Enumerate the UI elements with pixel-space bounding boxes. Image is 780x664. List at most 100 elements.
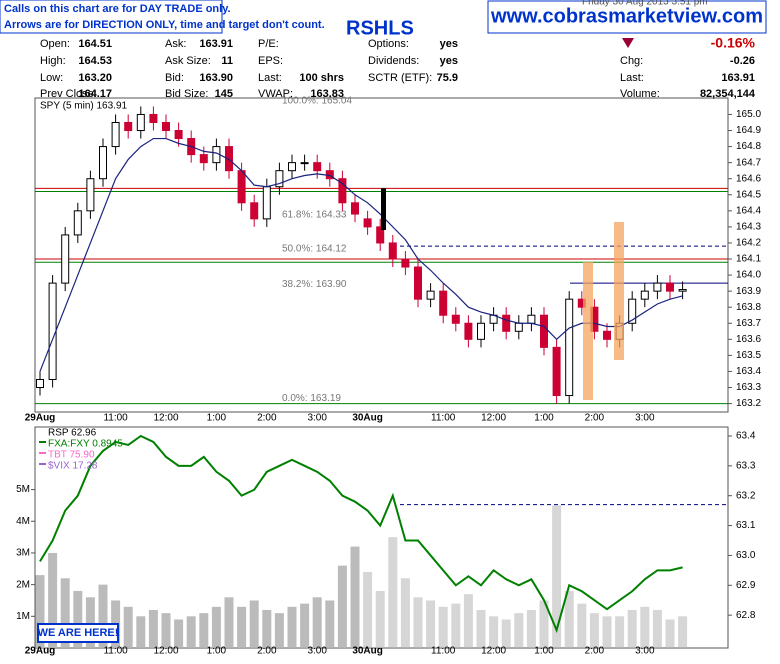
fib-label: 50.0%: 164.12: [282, 243, 347, 254]
stat-value: 82,354,144: [700, 88, 756, 100]
candle-body: [603, 330, 611, 340]
candle-body: [86, 178, 95, 212]
y-tick-label: 164.3: [736, 222, 761, 233]
candle-body: [237, 170, 246, 204]
volume-bar: [237, 606, 247, 648]
volume-bar: [552, 505, 562, 648]
x-tick-label: 1:00: [207, 413, 227, 424]
volume-bar: [375, 590, 385, 648]
candle-body: [111, 121, 120, 148]
x-tick-label: 11:00: [431, 646, 456, 657]
candle-body: [124, 121, 133, 132]
volume-bar: [98, 584, 108, 648]
volume-bar: [363, 571, 373, 648]
candle-body: [502, 314, 511, 332]
volume-bar: [224, 597, 234, 648]
candle-body: [363, 218, 372, 228]
volume-bar: [211, 606, 221, 648]
candle-body: [678, 289, 687, 292]
x-tick-label: 29Aug: [25, 646, 56, 657]
legend-entry: RSP 62.96: [48, 428, 97, 439]
x-tick-label: 11:00: [103, 413, 128, 424]
legend-swatch: [39, 452, 46, 454]
legend-swatch: [39, 441, 46, 443]
volume-bar: [148, 609, 158, 648]
candle-body: [99, 146, 107, 180]
y-tick-label: 164.9: [736, 125, 761, 136]
volume-bar: [451, 603, 461, 648]
y-tick-label: 164.1: [736, 254, 761, 265]
volume-bar: [400, 578, 410, 648]
volume-bar: [249, 600, 259, 648]
volume-bar: [388, 537, 398, 648]
moving-average: [39, 137, 683, 372]
x-tick-label: 3:00: [307, 413, 327, 424]
volume-bar: [85, 597, 95, 648]
candle-body: [628, 298, 637, 324]
candle-body: [61, 234, 70, 284]
stat-value: -0.16%: [711, 35, 756, 51]
stat-value: 75.9: [437, 72, 458, 84]
stat-label: Bid Size:: [165, 88, 208, 100]
x-tick-label: 2:00: [257, 413, 277, 424]
stat-value: 11: [221, 55, 233, 67]
volume-bar: [60, 578, 70, 648]
x-tick-label: 1:00: [207, 646, 227, 657]
candle-body: [36, 378, 44, 389]
legend-swatch: [39, 463, 46, 465]
volume-bar: [312, 597, 322, 648]
stat-label: Ask Size:: [165, 55, 211, 67]
volume-bar: [665, 619, 675, 648]
stat-label: VWAP:: [258, 88, 293, 100]
volume-bar: [287, 606, 297, 648]
stat-value: yes: [440, 38, 458, 50]
candle-body: [540, 314, 548, 348]
y-tick-label: 163.7: [736, 318, 761, 329]
stat-value: 164.17: [78, 88, 112, 100]
x-tick-label: 12:00: [153, 646, 178, 657]
stat-label: Prev Close:: [40, 88, 97, 100]
volume-bar: [73, 590, 83, 648]
candle-body: [666, 282, 674, 292]
y2-tick-label: 62.9: [736, 580, 756, 591]
down-arrow: [622, 38, 634, 48]
candle-body: [313, 162, 322, 172]
volume-bar: [426, 600, 436, 648]
candle-body: [288, 162, 296, 172]
candle-body: [477, 322, 485, 340]
x-tick-label: 11:00: [103, 646, 128, 657]
y-tick-label: 2M: [16, 579, 30, 590]
volume-bar: [174, 619, 184, 648]
y-tick-label: 3M: [16, 548, 30, 559]
notice: Arrows are for DIRECTION ONLY, time and …: [4, 19, 325, 31]
stat-label: Last:: [258, 72, 282, 84]
candle-body: [338, 178, 347, 204]
stat-label: Options:: [368, 38, 409, 50]
y-tick-label: 164.0: [736, 270, 761, 281]
y-tick-label: 4M: [16, 516, 30, 527]
y2-tick-label: 63.2: [736, 490, 756, 501]
fib-label: 38.2%: 163.90: [282, 279, 347, 290]
stat-value: 163.91: [199, 38, 233, 50]
volume-bar: [35, 575, 45, 648]
volume-bar: [325, 600, 335, 648]
stat-label: Bid:: [165, 72, 184, 84]
y-tick-label: 163.2: [736, 398, 761, 409]
volume-bar: [438, 606, 448, 648]
volume-bar: [300, 603, 310, 648]
stat-value: -0.26: [730, 55, 755, 67]
stat-label: Dividends:: [368, 55, 419, 67]
series-line: [39, 434, 683, 634]
price-panel: [34, 97, 729, 413]
stat-value: yes: [440, 55, 458, 67]
x-tick-label: 29Aug: [25, 413, 56, 424]
volume-bar: [539, 600, 549, 648]
stat-label: P/E:: [258, 38, 279, 50]
signal-candle: [381, 188, 386, 230]
stat-value: 163.83: [310, 88, 344, 100]
stat-value: 164.51: [78, 38, 112, 50]
stat-label: Low:: [40, 72, 63, 84]
highlight: [583, 262, 593, 400]
x-tick-label: 2:00: [257, 646, 277, 657]
volume-bar: [186, 616, 196, 648]
